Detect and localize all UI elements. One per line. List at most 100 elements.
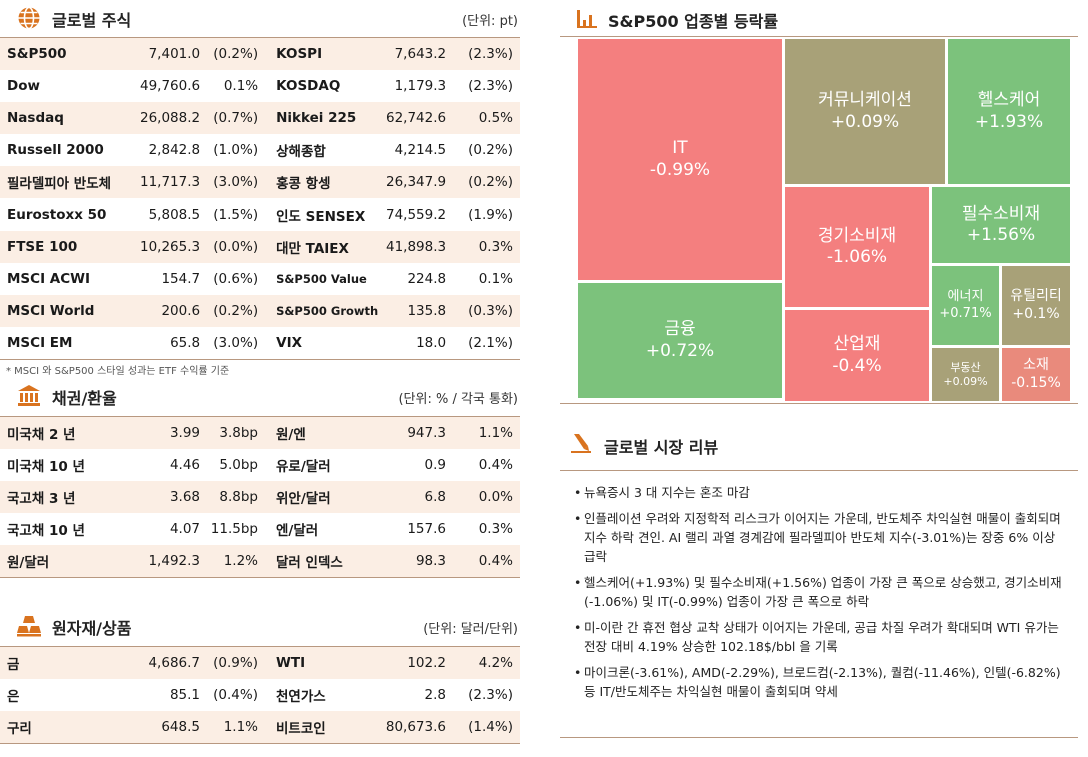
cell-v1: 65.8	[170, 335, 201, 352]
sector-name: 헬스케어	[977, 90, 1041, 111]
table-row: S&P500 7,401.0 (0.2%) KOSPI 7,643.2 (2.3%)	[0, 37, 520, 70]
cell-c2: (2.3%)	[468, 686, 513, 703]
cell-n1: MSCI ACWI	[7, 270, 91, 287]
cell-v2: 26,347.9	[380, 166, 447, 199]
cell-v2: 2.8	[424, 686, 446, 703]
cell-n2: 달러 인덱스	[260, 545, 380, 578]
cell-c2: 0.0%	[446, 480, 520, 514]
sector-map-title: S&P500 업종별 등락률	[608, 12, 779, 31]
cell-c1: (0.7%)	[200, 101, 261, 135]
cell-c1: (0.0%)	[200, 230, 261, 263]
sector-name: 필수소비재	[961, 203, 1041, 224]
cell-v2: 80,673.6	[380, 710, 446, 744]
cell-c1: (0.9%)	[200, 646, 260, 679]
cell-c2: (0.3%)	[446, 295, 520, 328]
cell-c1: (1.0%)	[213, 142, 259, 159]
sector-tile-industrials: 산업재 -0.4%	[785, 310, 929, 401]
cell-n2: VIX	[276, 335, 303, 352]
sector-tile-consumer-staples: 필수소비재 +1.56%	[932, 187, 1070, 263]
sector-name: 경기소비재	[817, 225, 897, 246]
cell-c1: 5.0bp	[219, 456, 258, 473]
sector-change: +0.71%	[939, 305, 992, 321]
cell-v2: 1,179.3	[394, 77, 447, 94]
cell-v1: 2,842.8	[148, 142, 201, 159]
cell-n2: 비트코인	[260, 710, 380, 744]
cell-v2: 135.8	[380, 295, 447, 328]
table-row: MSCI World 200.6 (0.2%) S&P500 Growth 135.8(…	[0, 295, 520, 328]
sector-tile-healthcare: 헬스케어 +1.93%	[948, 39, 1070, 184]
sector-name: 유틸리티	[1010, 288, 1062, 304]
cell-n2: KOSPI	[260, 37, 381, 70]
cell-c2: 0.4%	[478, 456, 513, 473]
commodities-title: 원자재/상품	[52, 619, 132, 638]
cell-n2: 상해종합	[276, 144, 326, 161]
sector-tile-materials: 소재 -0.15%	[1002, 348, 1070, 401]
cell-n2: 천연가스	[276, 688, 326, 705]
cell-c1: (0.4%)	[213, 686, 258, 703]
cell-n1: Nasdaq	[0, 101, 140, 135]
cell-c2: 0.3%	[446, 230, 520, 263]
cell-n1: 필라델피아 반도체	[0, 166, 140, 199]
cell-v2: 7,643.2	[380, 37, 447, 70]
cell-v2: 98.3	[380, 545, 446, 578]
cell-v1: 4.07	[169, 521, 200, 538]
review-item: 헬스케어(+1.93%) 및 필수소비재(+1.56%) 업종이 가장 큰 폭으…	[574, 573, 1068, 611]
table-row: 미국채 10 년 4.46 5.0bp 유로/달러 0.9 0.4%	[0, 449, 520, 481]
cell-v1: 49,760.6	[140, 77, 201, 94]
cell-v1: 4.46	[169, 456, 200, 473]
cell-v1: 26,088.2	[140, 101, 201, 135]
cell-c2: 0.3%	[478, 521, 513, 538]
sector-tile-energy: 에너지 +0.71%	[932, 266, 999, 345]
cell-n2: S&P500 Value	[276, 271, 367, 286]
cell-v1: 200.6	[140, 295, 201, 328]
cell-n2: WTI	[260, 646, 380, 679]
cell-v1: 4,686.7	[140, 646, 200, 679]
cell-c2: (2.1%)	[468, 335, 513, 352]
table-row: 구리 648.5 1.1% 비트코인 80,673.6 (1.4%)	[0, 710, 520, 744]
table-row: 은 85.1 (0.4%) 천연가스 2.8 (2.3%)	[0, 679, 520, 711]
gold-bars-icon	[17, 616, 41, 637]
sector-treemap: IT -0.99% 금융 +0.72% 커뮤니케이션 +0.09% 헬스케어 +1.93% 경기…	[560, 36, 1078, 404]
review-title: 글로벌 시장 리뷰	[604, 438, 719, 457]
cell-n2: 유로/달러	[276, 458, 331, 475]
cell-v1: 5,808.5	[148, 206, 201, 223]
cell-n2: 대만 TAIEX	[260, 230, 381, 263]
cell-v2: 18.0	[416, 335, 447, 352]
global-equity-title: 글로벌 주식	[52, 11, 132, 30]
cell-n1: 은	[7, 688, 20, 705]
bank-icon	[18, 385, 40, 406]
cell-c1: (0.2%)	[200, 295, 261, 328]
sector-change: -0.15%	[1011, 374, 1061, 391]
cell-n1: FTSE 100	[0, 230, 140, 263]
cell-n1: 국고채 10 년	[7, 523, 85, 540]
cell-v1: 1,492.3	[140, 545, 200, 578]
sector-tile-it: IT -0.99%	[578, 39, 782, 280]
table-row: 금 4,686.7 (0.9%) WTI 102.2 4.2%	[0, 646, 520, 679]
cell-v2: 74,559.2	[386, 206, 447, 223]
cell-n1: 구리	[0, 710, 140, 744]
global-equity-footnote: * MSCI 와 S&P500 스타일 성과는 ETF 수익률 기준	[6, 366, 230, 377]
cell-v1: 10,265.3	[140, 230, 201, 263]
table-row: 필라델피아 반도체 11,717.3 (3.0%) 홍콩 항셍 26,347.9 (0.2…	[0, 166, 520, 199]
table-row: MSCI EM 65.8 (3.0%) VIX 18.0 (2.1%)	[0, 327, 520, 359]
cell-n1: 미국채 2 년	[0, 416, 140, 449]
review-box: 뉴욕증시 3 대 지수는 혼조 마감인플레이션 우려와 지정학적 리스크가 이어…	[560, 470, 1078, 738]
cell-n2: 위안/달러	[260, 480, 380, 514]
sector-name: 산업재	[833, 334, 881, 355]
sector-change: +0.09%	[943, 374, 988, 388]
cell-v2: 6.8	[380, 480, 446, 514]
cell-c1: 1.1%	[200, 710, 260, 744]
review-item: 인플레이션 우려와 지정학적 리스크가 이어지는 가운데, 반도체주 차익실현 …	[574, 509, 1068, 566]
cell-n1: Eurostoxx 50	[7, 206, 107, 223]
cell-c2: (1.4%)	[446, 710, 520, 744]
cell-v1: 85.1	[169, 686, 200, 703]
cell-n1: S&P500	[0, 37, 140, 70]
cell-v1: 154.7	[161, 270, 201, 287]
cell-n2: 엔/달러	[276, 523, 319, 540]
cell-n1: 미국채 10 년	[7, 458, 85, 475]
table-row: 국고채 10 년 4.07 11.5bp 엔/달러 157.6 0.3%	[0, 513, 520, 545]
bar-chart-icon	[577, 10, 597, 28]
cell-v2: 41,898.3	[380, 230, 447, 263]
cell-v1: 648.5	[140, 710, 200, 744]
cell-n2: KOSDAQ	[276, 77, 341, 94]
